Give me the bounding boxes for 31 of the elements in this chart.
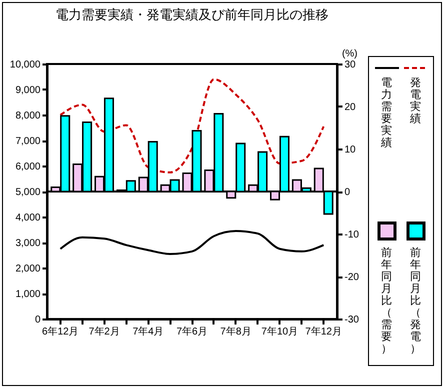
chart-title: 電力需要実績・発電実績及び前年同月比の推移: [56, 7, 328, 22]
y-tick-label: 6,000: [15, 162, 41, 172]
y2-tick-label: -20: [344, 272, 360, 283]
x-tick-label: 7年2月: [88, 326, 120, 338]
y2-tick-label: 0: [344, 187, 350, 198]
y-tick-label: 4,000: [15, 212, 41, 224]
y-tick-label: 5,000: [15, 187, 41, 198]
y2-axis-title: (%): [342, 48, 358, 60]
y2-tick-label: 10: [344, 144, 356, 156]
x-tick-label: 7年10月: [261, 326, 298, 338]
x-tick-label: 7年4月: [132, 326, 164, 338]
x-tick-label: 7年8月: [220, 326, 252, 338]
y-tick-label: 3,000: [15, 238, 41, 249]
y-tick-label: 0: [34, 314, 41, 326]
x-tick-label: 7年12月: [305, 326, 342, 338]
y2-tick-label: 20: [344, 102, 356, 113]
y2-tick-label: 30: [344, 60, 356, 70]
y-tick-label: 9,000: [15, 85, 41, 96]
y2-tick-label: -10: [344, 230, 360, 240]
y-tick-label: 7,000: [15, 136, 41, 147]
text: 前年同月比（需要）: [381, 247, 392, 355]
legend-label: 電力需要実績: [381, 77, 392, 149]
y-tick-label: 2,000: [15, 264, 41, 274]
y-tick-label: 8,000: [15, 110, 41, 122]
legend-label: 発電実績: [410, 77, 421, 125]
text: 前年同月比（発電）: [410, 247, 421, 355]
x-tick-label: 7年6月: [176, 326, 208, 338]
y-tick-label: 10,000: [10, 60, 41, 70]
y-tick-label: 1,000: [15, 289, 41, 300]
x-tick-label: 6年12月: [42, 326, 79, 338]
y2-tick-label: -30: [344, 314, 360, 326]
